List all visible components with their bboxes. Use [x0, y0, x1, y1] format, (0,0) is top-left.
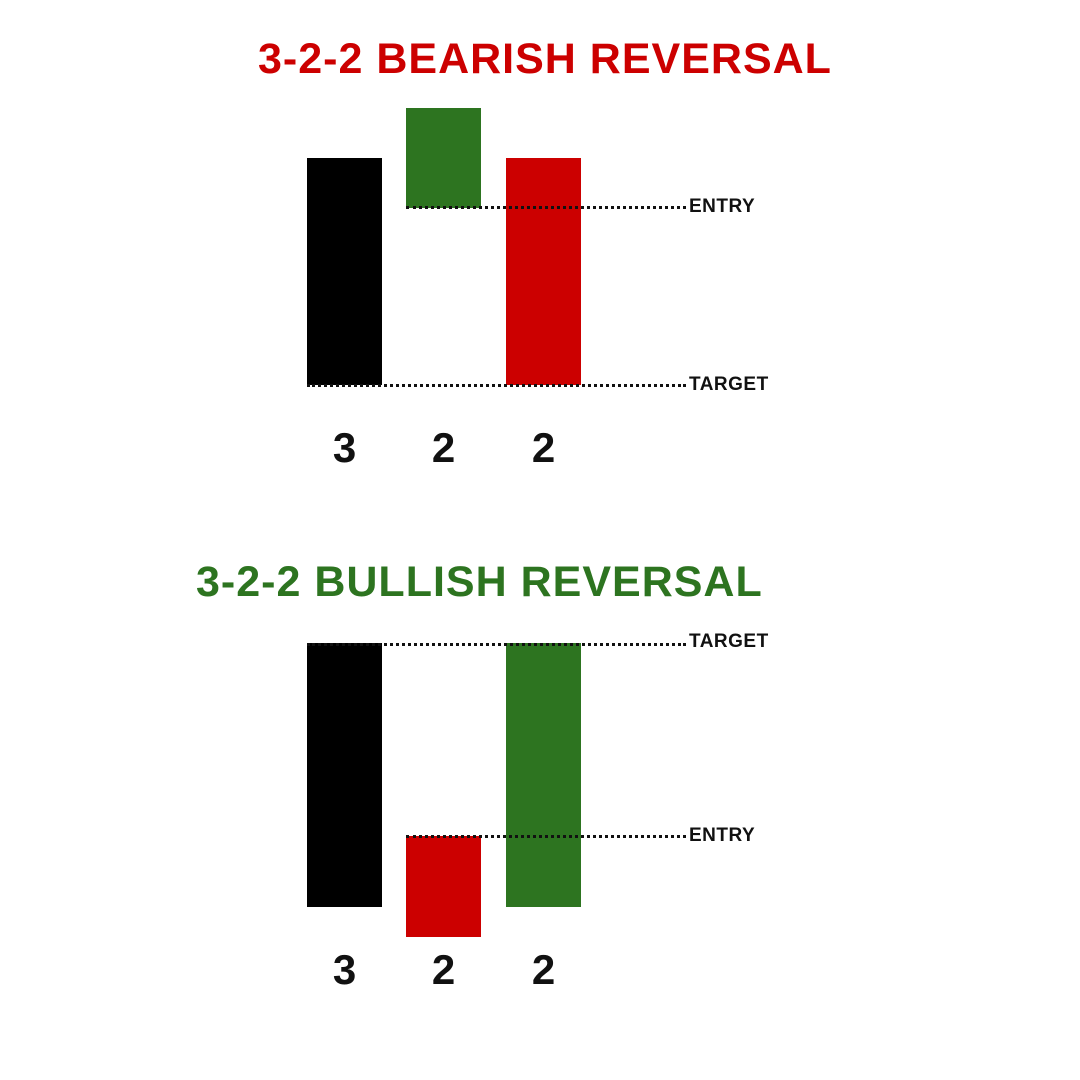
bullish-entry-label: ENTRY	[689, 825, 756, 846]
bearish-candle-label: 3	[332, 424, 357, 471]
bearish-candle-2-green	[406, 108, 481, 208]
bearish-title: 3-2-2 BEARISH REVERSAL	[258, 35, 832, 83]
bearish-candle-label: 2	[531, 424, 556, 471]
bearish-entry-line	[406, 206, 686, 209]
bullish-entry-line	[406, 835, 686, 838]
bearish-target-line	[307, 384, 686, 387]
bullish-candle-3	[307, 643, 382, 907]
bullish-target-label: TARGET	[689, 631, 769, 652]
bearish-candle-label: 2	[431, 424, 456, 471]
bullish-target-line	[307, 643, 686, 646]
bullish-candle-2-green	[506, 643, 581, 907]
bearish-candle-3	[307, 158, 382, 385]
bearish-target-label: TARGET	[689, 374, 769, 395]
bullish-candle-label: 2	[531, 946, 556, 993]
bearish-candle-2-red	[506, 158, 581, 385]
bearish-entry-label: ENTRY	[689, 196, 756, 217]
bullish-candle-2-red	[406, 836, 481, 937]
bullish-candle-label: 3	[332, 946, 357, 993]
bullish-candle-label: 2	[431, 946, 456, 993]
bullish-title: 3-2-2 BULLISH REVERSAL	[196, 558, 763, 606]
